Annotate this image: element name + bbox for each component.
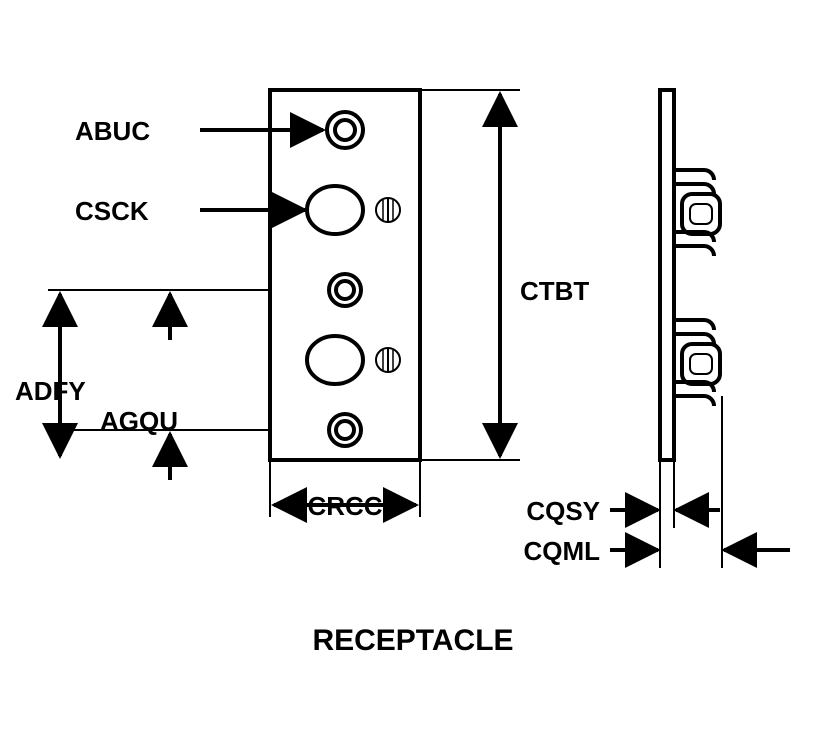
labels: ABUC CSCK CTBT CRCC ADFY AGQU CQSY CQML RECEPTAC…	[15, 116, 600, 657]
socket-opening	[307, 336, 363, 384]
label-abuc: ABUC	[75, 116, 150, 146]
label-cqsy: CQSY	[526, 496, 600, 526]
label-csck: CSCK	[75, 196, 149, 226]
mounting-hole	[329, 414, 361, 446]
label-ctbt: CTBT	[520, 276, 589, 306]
label-adfy: ADFY	[15, 376, 86, 406]
receptacle-diagram: ABUC CSCK CTBT CRCC ADFY AGQU CQSY CQML RECEPTAC…	[0, 0, 826, 746]
mounting-hole	[327, 112, 363, 148]
front-view	[270, 90, 420, 460]
side-plate	[660, 90, 674, 460]
socket-opening	[307, 186, 363, 234]
side-view	[660, 90, 720, 460]
label-crcc: CRCC	[307, 491, 382, 521]
mounting-hole	[329, 274, 361, 306]
diagram-title: RECEPTACLE	[312, 624, 513, 657]
side-clip	[674, 320, 720, 406]
side-clip	[674, 170, 720, 256]
label-cqml: CQML	[523, 536, 600, 566]
label-agqu: AGQU	[100, 406, 178, 436]
